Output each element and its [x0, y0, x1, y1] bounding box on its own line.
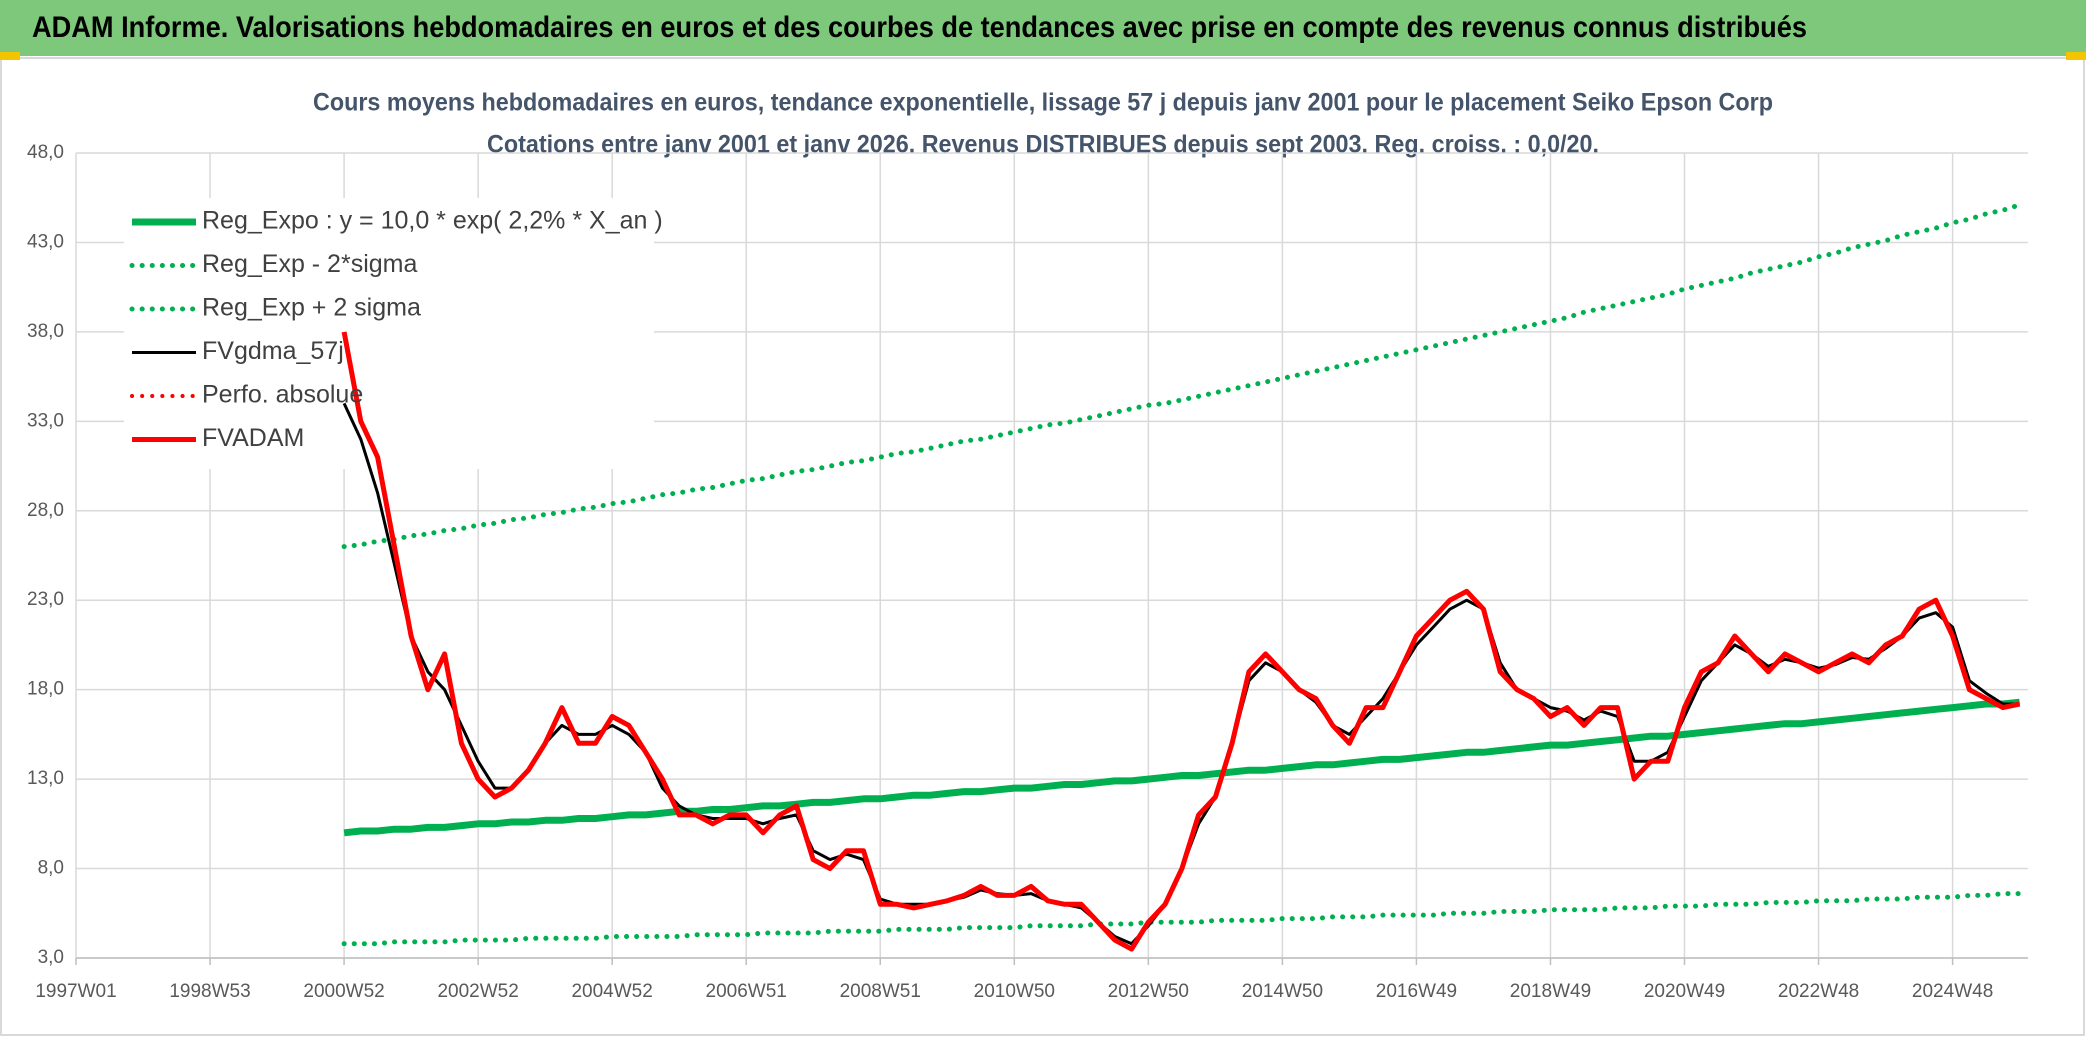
- y-tick-label: 43,0: [27, 231, 64, 252]
- x-tick-label: 2020W49: [1644, 981, 1725, 1002]
- y-tick-label: 18,0: [27, 679, 64, 700]
- x-tick-label: 1997W01: [35, 981, 116, 1002]
- legend-label: Reg_Exp + 2 sigma: [202, 294, 421, 322]
- chart-subtitle: Cotations entre janv 2001 et janv 2026. …: [487, 131, 1599, 159]
- x-tick-label: 2004W52: [571, 981, 652, 1002]
- x-tick-label: 1998W53: [169, 981, 250, 1002]
- x-tick-label: 2024W48: [1912, 981, 1993, 1002]
- x-tick-label: 2012W50: [1108, 981, 1189, 1002]
- x-tick-label: 2022W48: [1778, 981, 1859, 1002]
- x-tick-label: 2000W52: [303, 981, 384, 1002]
- y-tick-label: 33,0: [27, 410, 64, 431]
- legend-label: Reg_Expo : y = 10,0 * exp( 2,2% * X_an ): [202, 207, 663, 235]
- x-tick-label: 2016W49: [1376, 981, 1457, 1002]
- x-tick-label: 2002W52: [437, 981, 518, 1002]
- y-tick-label: 23,0: [27, 589, 64, 610]
- legend-label: Perfo. absolue: [202, 381, 363, 409]
- series-line: [341, 331, 2021, 952]
- y-tick-label: 3,0: [38, 947, 64, 968]
- y-tick-label: 28,0: [27, 500, 64, 521]
- x-tick-label: 2014W50: [1242, 981, 1323, 1002]
- header-bar: [0, 0, 2086, 56]
- x-tick-label: 2008W51: [840, 981, 921, 1002]
- y-tick-label: 8,0: [38, 858, 64, 879]
- y-tick-label: 38,0: [27, 321, 64, 342]
- x-tick-label: 2018W49: [1510, 981, 1591, 1002]
- y-tick-label: 13,0: [27, 768, 64, 789]
- x-tick-label: 2010W50: [974, 981, 1055, 1002]
- series-line: [341, 202, 2023, 550]
- corner-mark: [2066, 52, 2086, 60]
- header-title: ADAM Informe. Valorisations hebdomadaire…: [32, 11, 1807, 44]
- legend-label: FVADAM: [202, 424, 304, 452]
- chart-title: Cours moyens hebdomadaires en euros, ten…: [313, 89, 1773, 117]
- y-tick-label: 48,0: [27, 142, 64, 163]
- series-line: [341, 891, 2023, 947]
- corner-mark: [0, 52, 20, 60]
- x-tick-label: 2006W51: [706, 981, 787, 1002]
- legend-label: Reg_Exp - 2*sigma: [202, 250, 417, 278]
- series-line: [343, 698, 2020, 837]
- legend-box: [124, 198, 654, 469]
- legend-label: FVgdma_57j: [202, 337, 344, 365]
